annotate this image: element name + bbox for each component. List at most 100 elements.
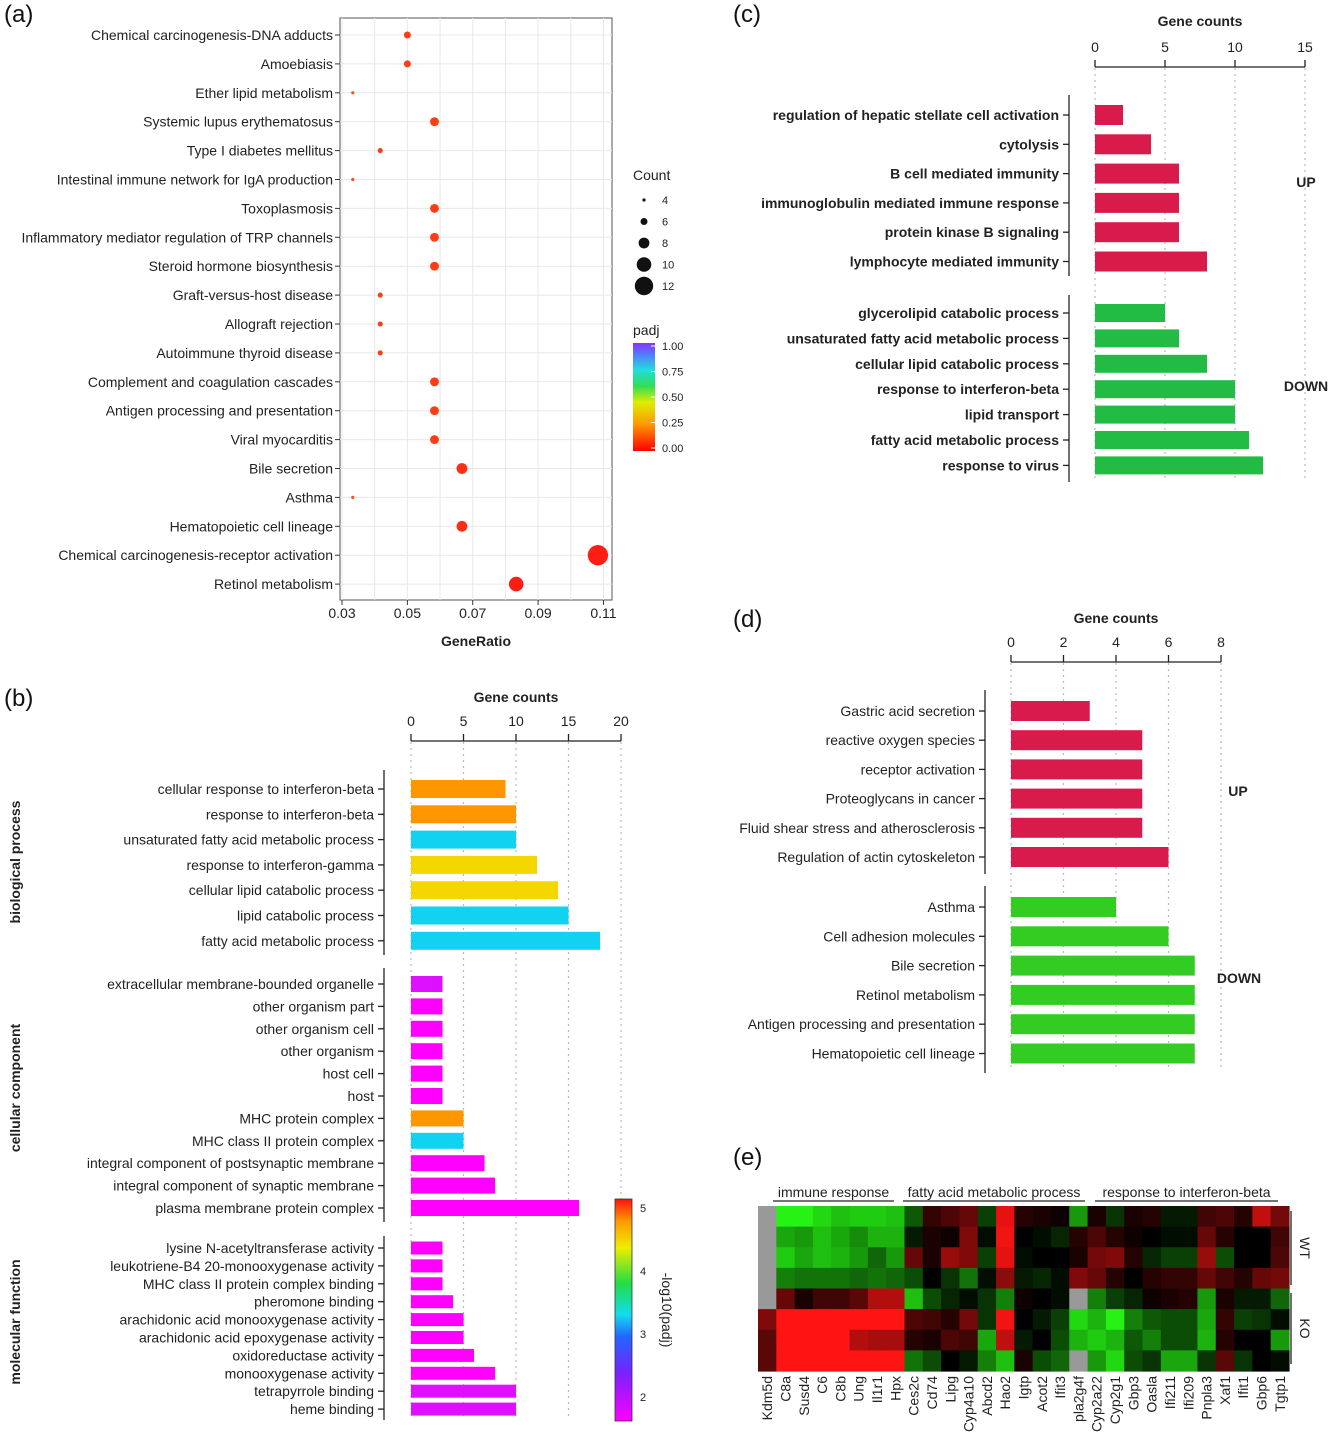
heatmap-cell [1215, 1350, 1235, 1372]
category-label: Toxoplasmosis [241, 200, 333, 216]
panel-label-d: (d) [733, 606, 762, 633]
heatmap-cell [1252, 1226, 1272, 1248]
gene-label: Susd4 [796, 1376, 812, 1416]
heatmap-cell [959, 1288, 979, 1310]
heatmap-cell [1105, 1350, 1125, 1372]
heatmap-cell [996, 1267, 1015, 1290]
heatmap-cell [1215, 1226, 1235, 1248]
gene-label: Abcd2 [979, 1376, 995, 1416]
category-label: MHC class II protein complex binding [143, 1276, 374, 1292]
heatmap-cell [776, 1309, 796, 1331]
group-label: DOWN [1284, 378, 1328, 394]
bar [1095, 222, 1179, 243]
panel-c-go-barplot: Gene counts 0 5 10 15 regulation of hepatic s… [761, 13, 1328, 482]
category-label: arachidonic acid monooxygenase activity [120, 1312, 374, 1328]
heatmap-cell [849, 1206, 869, 1228]
panel-label-a: (a) [4, 1, 33, 28]
heatmap-cell [1050, 1309, 1070, 1331]
gene-label: Ifi209 [1180, 1376, 1196, 1410]
bar [411, 855, 537, 874]
panel-d-kegg-barplot: Gene counts 0 2 4 6 8 Gastric acid secretion re… [739, 610, 1261, 1073]
bar [1011, 1043, 1195, 1064]
category-label: lysine N-acetyltransferase activity [166, 1240, 374, 1256]
heatmap-cell [1014, 1350, 1034, 1372]
legend-padj-label: 0.00 [662, 443, 683, 455]
gene-label: Igtp [1016, 1376, 1032, 1400]
heatmap-cell [1124, 1329, 1144, 1351]
heatmap-cell [1014, 1206, 1034, 1228]
category-label: unsaturated fatty acid metabolic process [123, 832, 374, 848]
bar [411, 1155, 485, 1172]
legend-padj-title: padj [633, 322, 659, 338]
data-point [430, 435, 439, 445]
heatmap-cell [831, 1226, 851, 1248]
category-label: Complement and coagulation cascades [88, 374, 333, 390]
heatmap-cell [886, 1226, 906, 1248]
heatmap-cell [1105, 1206, 1125, 1228]
heatmap-cell [812, 1226, 832, 1248]
bar [411, 1177, 495, 1194]
category-label: Amoebiasis [261, 56, 333, 72]
category-label: fatty acid metabolic process [201, 933, 374, 949]
bar [411, 1384, 516, 1398]
heatmap-cell [959, 1206, 979, 1228]
heatmap-cell [922, 1226, 942, 1248]
data-point [430, 232, 439, 242]
bar [1095, 163, 1179, 184]
bar [1011, 817, 1143, 838]
category-label: Bile secretion [249, 461, 333, 477]
heatmap-cell [1270, 1226, 1290, 1248]
colorbar-tick-label: 4 [640, 1266, 646, 1278]
heatmap-cell [1014, 1267, 1034, 1290]
heatmap-cell [977, 1267, 997, 1290]
heatmap-cell [922, 1288, 942, 1310]
heatmap-cell [1069, 1247, 1089, 1269]
heatmap-cell [941, 1247, 961, 1269]
heatmap-cell [758, 1350, 777, 1372]
heatmap-cell [831, 1350, 851, 1372]
heatmap-cell [1069, 1267, 1089, 1290]
heatmap-cell [959, 1350, 979, 1372]
category-label: Antigen processing and presentation [748, 1016, 975, 1032]
data-point [430, 117, 439, 127]
heatmap-cell [758, 1288, 777, 1310]
heatmap-cell [1270, 1206, 1290, 1228]
group-label: molecular function [7, 1259, 23, 1384]
gene-label: Hao2 [997, 1376, 1013, 1410]
heatmap-cell [904, 1350, 924, 1372]
heatmap-cell [867, 1288, 887, 1310]
data-point [377, 350, 383, 356]
legend-count-dot [634, 276, 654, 296]
bar [1095, 134, 1151, 155]
category-label: response to interferon-beta [206, 806, 374, 822]
data-point [377, 148, 383, 154]
heatmap-cell [849, 1288, 869, 1310]
gene-label: Hpx [887, 1376, 903, 1401]
colorbar-title: -log10(padj) [659, 1273, 675, 1348]
heatmap-cell [812, 1288, 832, 1310]
heatmap-cell [959, 1329, 979, 1351]
tick-label-x: 0 [407, 713, 415, 729]
category-label: response to interferon-gamma [186, 857, 374, 873]
heatmap-cell [1270, 1350, 1290, 1372]
category-label: Allograft rejection [225, 316, 333, 332]
legend-count-label: 12 [662, 281, 674, 293]
heatmap-cell [996, 1350, 1015, 1372]
heatmap-cell [1142, 1329, 1162, 1351]
heatmap-cell [886, 1329, 906, 1351]
heatmap-cell [1270, 1247, 1290, 1269]
category-label: tetrapyrrole binding [254, 1383, 374, 1399]
heatmap-cell [758, 1206, 777, 1228]
heatmap-cell [1087, 1309, 1107, 1331]
heatmap-cell [959, 1309, 979, 1331]
heatmap-cell [1069, 1329, 1089, 1351]
heatmap-cell [959, 1226, 979, 1248]
legend-count-label: 8 [662, 238, 668, 250]
category-label: plasma membrane protein complex [155, 1200, 374, 1216]
bar [411, 1313, 464, 1327]
legend-count-dot [642, 198, 646, 202]
heatmap-cell [1105, 1288, 1125, 1310]
gene-label: C8a [777, 1376, 793, 1402]
category-label: Cell adhesion molecules [823, 928, 975, 944]
heatmap-cell [1050, 1350, 1070, 1372]
